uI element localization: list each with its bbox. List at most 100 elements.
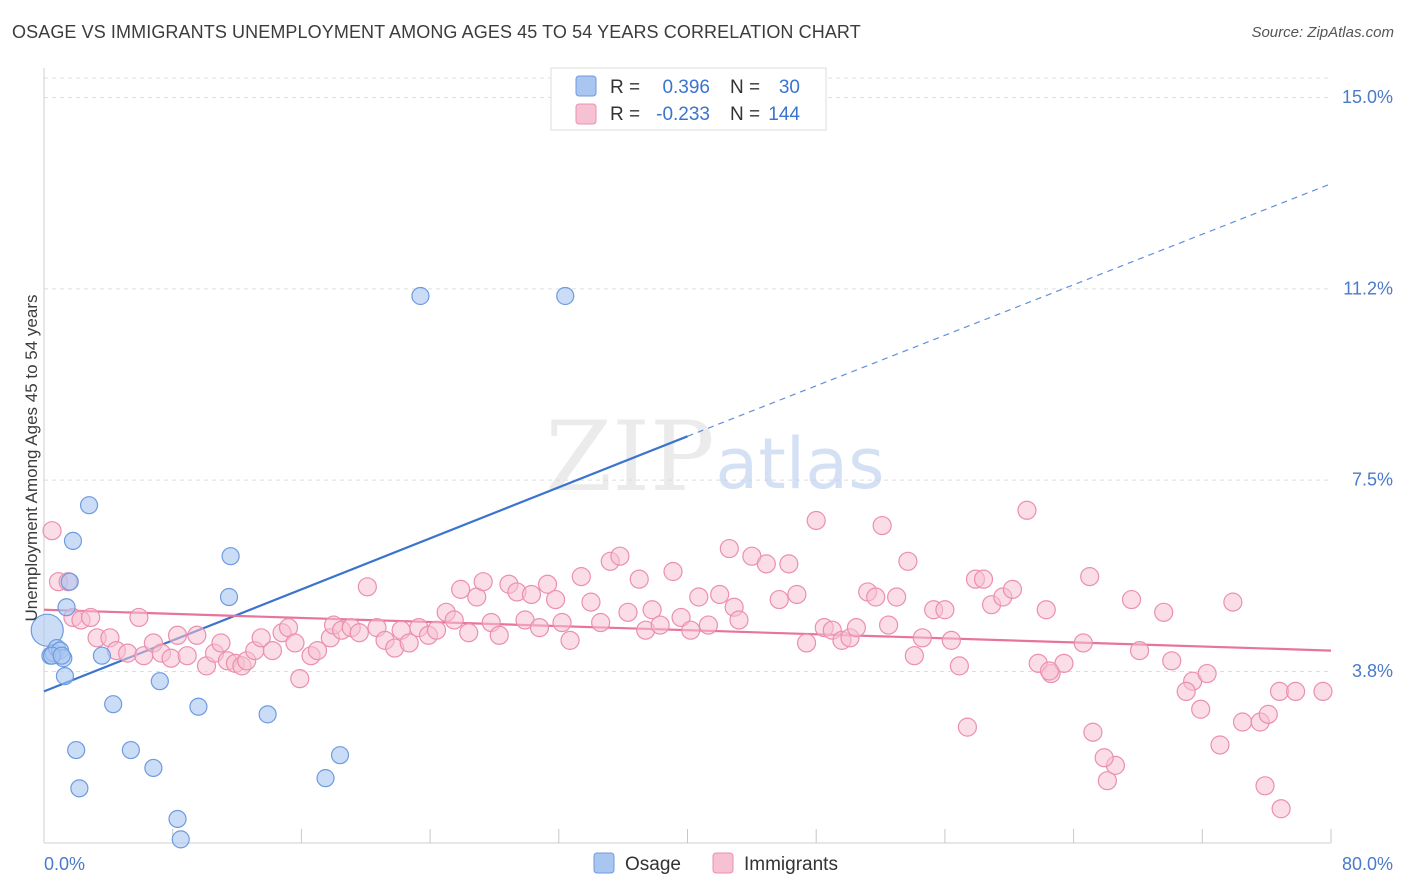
- bottom-legend: Osage Immigrants: [593, 852, 838, 875]
- osage-point: [316, 769, 335, 788]
- immigrants-point: [545, 589, 566, 610]
- immigrants-point: [642, 600, 662, 620]
- immigrants-point: [787, 584, 807, 605]
- immigrants-point: [1073, 633, 1093, 653]
- immigrants-point: [618, 602, 638, 622]
- immigrants-point: [887, 587, 907, 607]
- immigrants-point: [1286, 681, 1306, 702]
- immigrants-point: [161, 648, 181, 668]
- immigrants-point: [560, 630, 580, 650]
- immigrants-point: [941, 630, 961, 650]
- legend-n-value-immigrants: 144: [768, 104, 800, 125]
- x-tick-label-0: 0.0%: [44, 854, 85, 874]
- immigrants-point: [671, 607, 691, 628]
- immigrants-point: [1080, 567, 1100, 587]
- immigrants-point: [866, 587, 886, 607]
- immigrants-point: [769, 589, 789, 610]
- immigrants-point: [973, 569, 994, 589]
- bottom-legend-label-osage: Osage: [625, 854, 681, 875]
- osage-point: [79, 496, 99, 515]
- watermark-atlas: atlas: [715, 423, 884, 505]
- osage-point: [63, 531, 83, 550]
- immigrants-point: [1129, 640, 1150, 661]
- osage-point: [168, 809, 187, 829]
- legend-swatch-immigrants: [575, 103, 597, 125]
- immigrants-point: [211, 633, 231, 653]
- immigrants-point: [1039, 661, 1060, 681]
- immigrants-point: [118, 643, 138, 663]
- osage-point: [219, 587, 239, 607]
- immigrants-point: [307, 640, 328, 661]
- immigrants-point: [552, 612, 572, 633]
- immigrants-point: [729, 610, 749, 630]
- grid-lines: [44, 77, 1331, 672]
- immigrants-point: [1097, 771, 1117, 791]
- immigrants-point: [1255, 776, 1275, 796]
- immigrants-point: [1269, 681, 1290, 702]
- immigrants-point: [489, 625, 509, 645]
- immigrants-point: [957, 717, 978, 737]
- immigrants-point: [1036, 600, 1056, 620]
- y-tick-label-1: 11.2%: [1343, 278, 1393, 298]
- legend-swatch-osage: [575, 75, 597, 97]
- x-tick-labels: 0.0% 80.0%: [44, 854, 1393, 874]
- immigrants-point: [571, 567, 591, 587]
- y-tick-label-2: 7.5%: [1352, 470, 1393, 490]
- immigrants-point: [1002, 579, 1023, 599]
- osage-point: [30, 613, 64, 647]
- immigrants-point: [357, 577, 377, 597]
- immigrants-point: [1271, 799, 1291, 819]
- chart-source: Source: ZipAtlas.com: [1251, 24, 1394, 41]
- osage-point: [57, 598, 76, 617]
- axes: [43, 68, 1332, 844]
- y-tick-labels: 15.0% 11.2% 7.5% 3.8%: [1342, 87, 1393, 681]
- osage-point: [92, 646, 112, 665]
- bottom-legend-swatch-osage: [593, 852, 615, 874]
- immigrants-point: [1121, 589, 1142, 610]
- immigrants-point: [399, 633, 419, 653]
- immigrants-point: [935, 600, 955, 620]
- legend-r-label-immigrants: R =: [610, 104, 640, 125]
- legend-n-label-osage: N =: [730, 77, 760, 98]
- bottom-legend-label-immigrants: Immigrants: [744, 854, 838, 875]
- immigrants-point: [426, 620, 447, 640]
- immigrants-point: [1223, 592, 1243, 612]
- osage-point: [171, 830, 190, 849]
- immigrants-point: [129, 607, 149, 628]
- immigrants-point: [1094, 748, 1114, 768]
- stats-legend: R = 0.396 N = 30 R = -0.233 N = 144: [550, 67, 827, 131]
- immigrants-point: [459, 623, 479, 643]
- immigrants-point: [262, 640, 283, 661]
- immigrants-point: [1258, 704, 1278, 724]
- legend-r-label-osage: R =: [610, 77, 640, 98]
- y-tick-label-0: 15.0%: [1342, 87, 1393, 107]
- immigrants-point: [1176, 681, 1196, 702]
- immigrants-point: [698, 615, 719, 635]
- immigrants-point: [610, 546, 630, 566]
- osage-point: [189, 697, 208, 716]
- immigrants-point: [285, 633, 305, 653]
- immigrants-point: [878, 615, 899, 635]
- immigrants-point: [290, 669, 310, 689]
- chart-title: OSAGE VS IMMIGRANTS UNEMPLOYMENT AMONG A…: [12, 22, 861, 42]
- immigrants-point: [756, 554, 776, 574]
- legend-n-label-immigrants: N =: [730, 104, 760, 125]
- y-tick-label-3: 3.8%: [1352, 661, 1393, 681]
- immigrants-point: [1017, 500, 1037, 520]
- immigrants-point: [1162, 651, 1182, 671]
- immigrants-point: [912, 628, 932, 648]
- watermark: ZIP atlas: [545, 401, 884, 513]
- immigrants-point: [779, 554, 799, 574]
- immigrants-point: [949, 656, 969, 676]
- osage-point: [70, 779, 89, 798]
- immigrants-point: [451, 579, 471, 599]
- immigrants-point: [1232, 712, 1253, 732]
- immigrants-point: [681, 620, 701, 640]
- y-axis-label: Unemployment Among Ages 45 to 54 years: [22, 295, 41, 622]
- immigrants-point: [591, 612, 611, 633]
- osage-point: [121, 740, 140, 760]
- immigrants-point: [349, 623, 369, 643]
- immigrants-point: [710, 584, 730, 605]
- immigrants-point: [663, 561, 683, 582]
